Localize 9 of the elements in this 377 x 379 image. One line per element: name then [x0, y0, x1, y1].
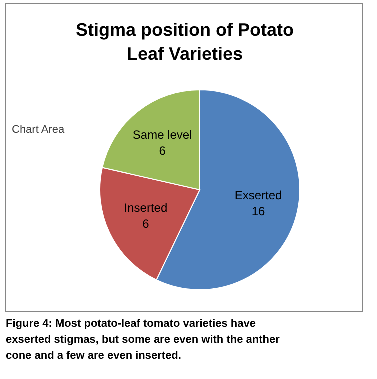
- data-label: 6: [142, 217, 150, 232]
- text: Chart Area: [12, 124, 66, 136]
- slice-label: Same level: [132, 128, 192, 142]
- slice-label: Inserted: [124, 201, 168, 216]
- data-label: 16: [252, 204, 266, 218]
- chart-title: Stigma position of Potato Leaf Varieties: [76, 20, 294, 64]
- caption: Figure 4: Most potato-leaf tomato varieties have exserted stigmas, but some are even with the anther cone and a few are even inserted.: [6, 318, 281, 362]
- data-label: 6: [159, 144, 166, 158]
- slice-label: Exserted: [234, 188, 282, 202]
